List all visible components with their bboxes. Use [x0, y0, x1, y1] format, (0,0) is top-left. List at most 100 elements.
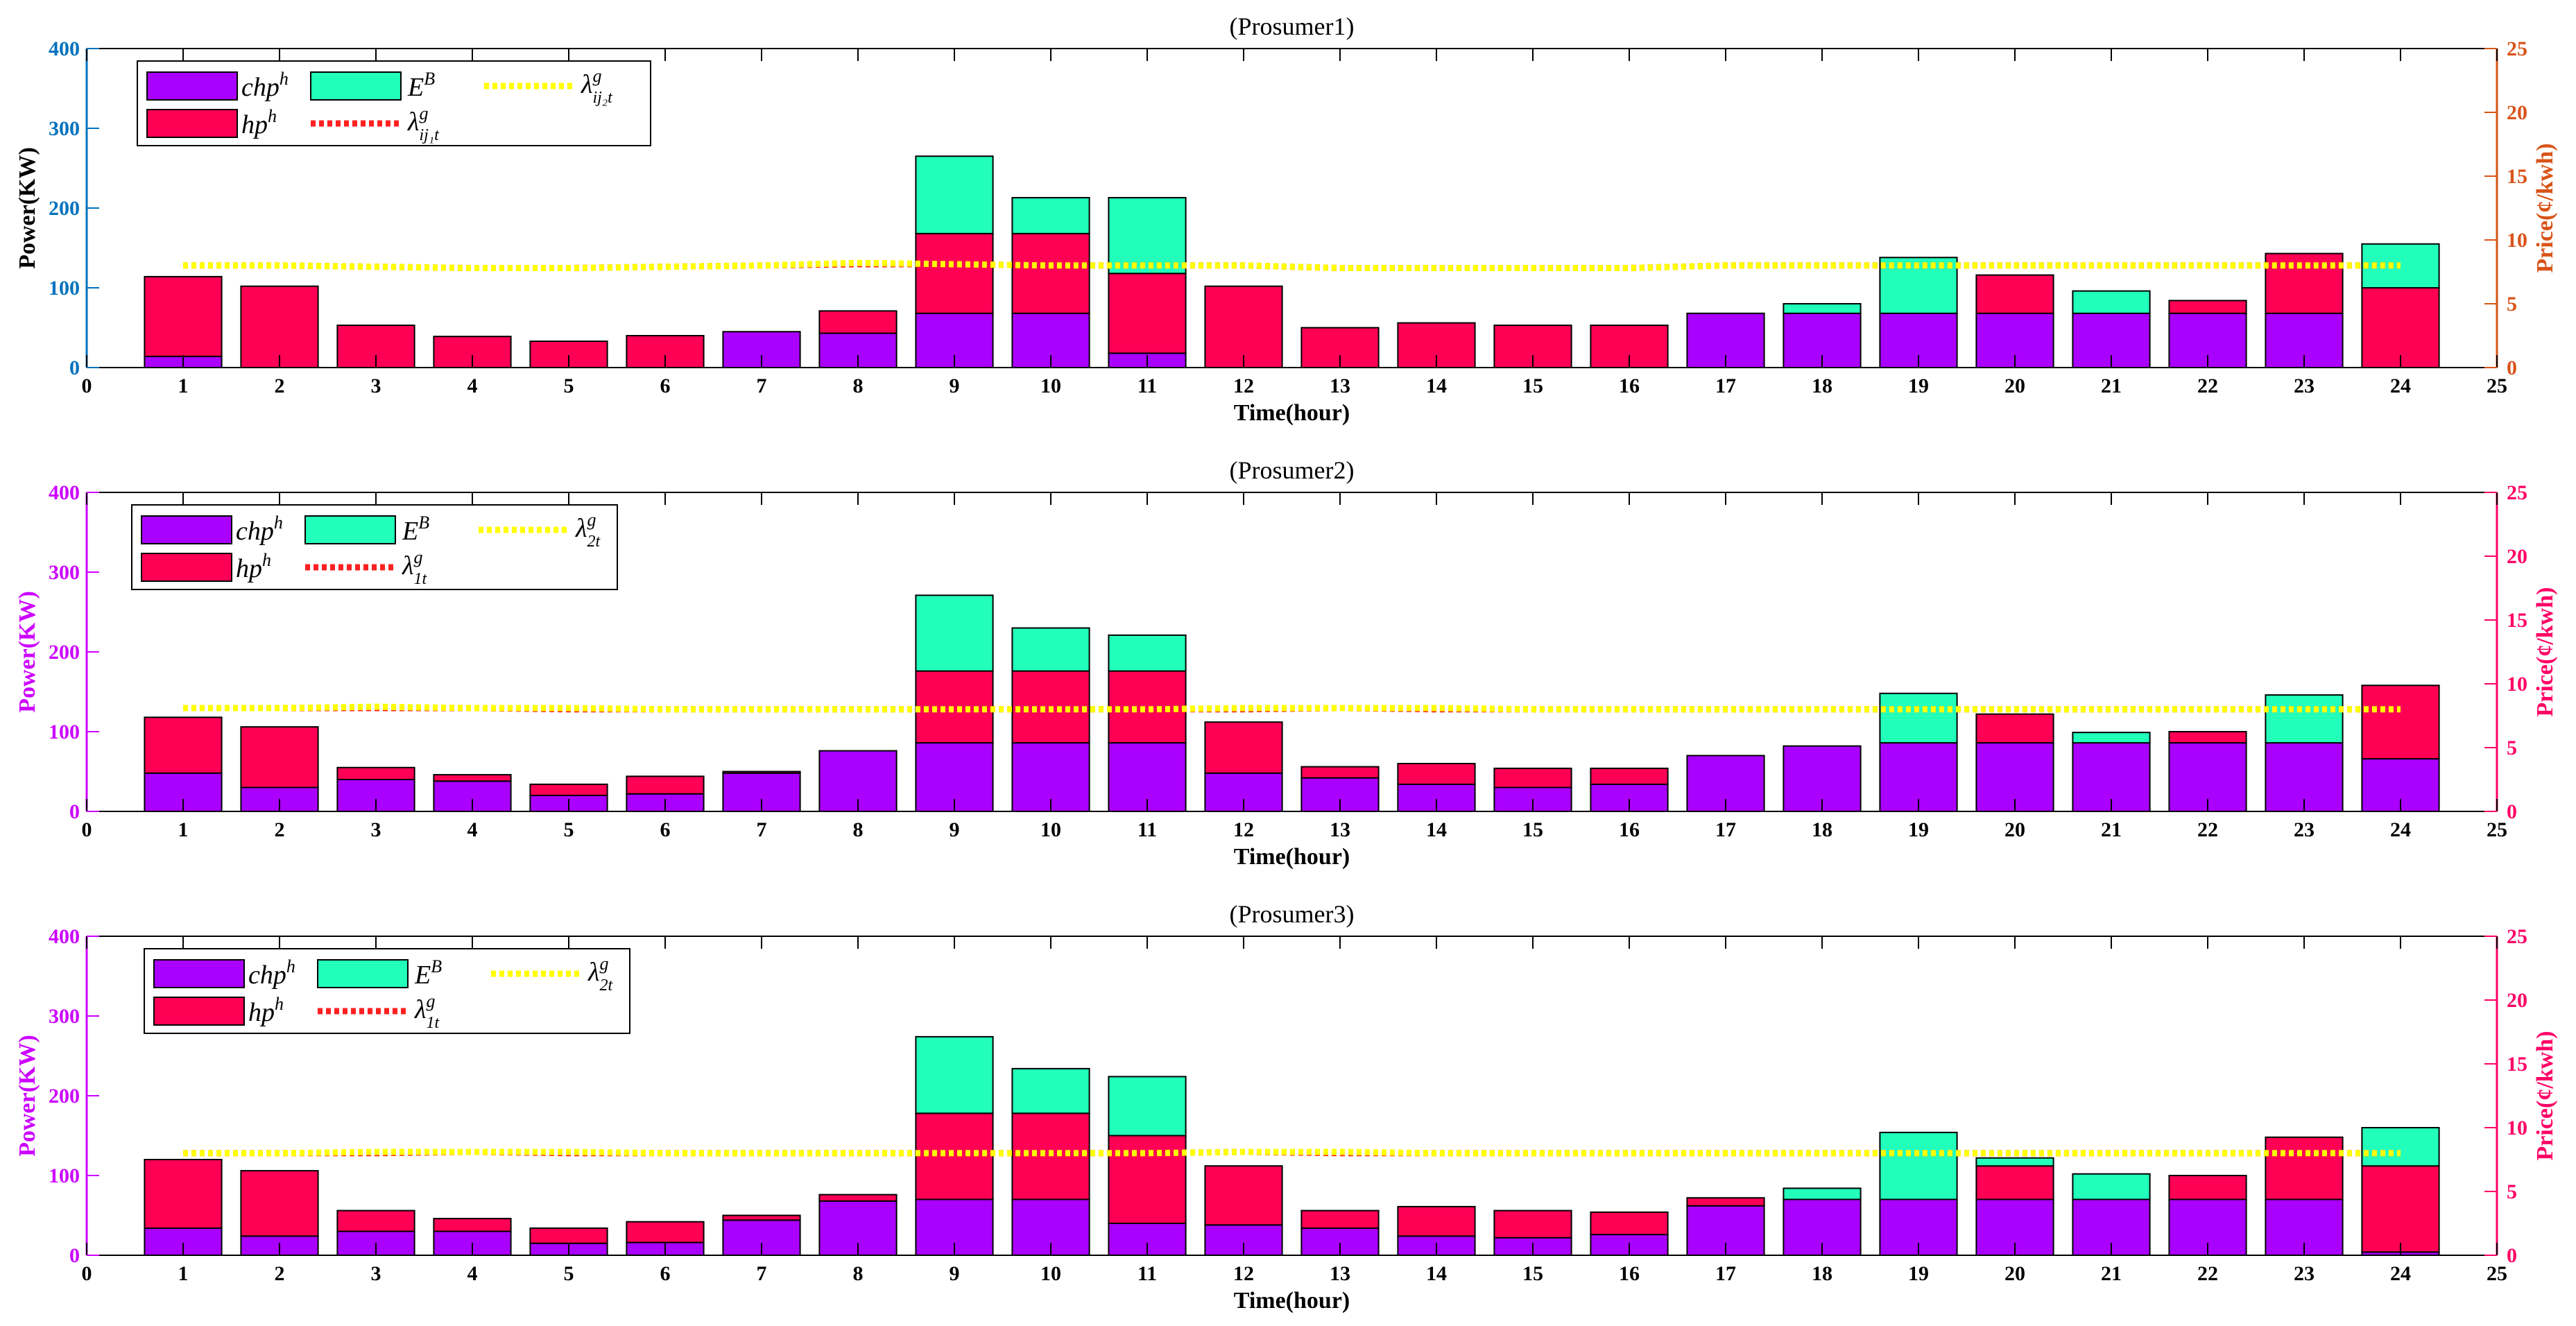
- legend-label-eb: EB: [407, 69, 435, 102]
- y-tick-label-400: 400: [49, 481, 80, 504]
- y2-tick-label-5: 5: [2507, 293, 2517, 316]
- panel-prosumer3: (Prosumer3)0 1 2 3 4 5 6 7 8 9 10 11 12 13 14 15 16 17 18 1…: [15, 900, 2558, 1314]
- x-tick-label-10: 10: [1040, 1262, 1061, 1285]
- y2-tick-label-10: 10: [2507, 673, 2527, 696]
- x-tick-label-2: 2: [275, 818, 285, 841]
- bar-E-24: [2361, 1127, 2440, 1167]
- x-tick-label-9: 9: [950, 1262, 960, 1285]
- bar-hp-14: [1397, 763, 1476, 785]
- bar-hp-15: [1493, 1209, 1572, 1239]
- x-tick-label-23: 23: [2294, 374, 2315, 397]
- y2-tick-label-15: 15: [2507, 165, 2527, 188]
- bar-hp-13: [1300, 1209, 1380, 1229]
- x-tick-label-24: 24: [2390, 818, 2411, 841]
- x-tick-label-12: 12: [1233, 374, 1254, 397]
- x-tick-label-22: 22: [2197, 818, 2218, 841]
- bar-hp-4: [433, 1218, 512, 1232]
- x-tick-label-4: 4: [467, 1262, 478, 1285]
- x-tick-label-14: 14: [1426, 1262, 1447, 1285]
- bar-E-18: [1783, 1187, 1862, 1200]
- bar-hp-5: [529, 783, 608, 797]
- legend-swatch-hp: [146, 109, 238, 138]
- x-tick-label-13: 13: [1330, 374, 1350, 397]
- bar-hp-1: [144, 1159, 223, 1229]
- bar-E-10: [1011, 627, 1090, 672]
- y2-axis-label: Price(¢/kwh): [2532, 587, 2558, 717]
- bar-E-9: [915, 594, 994, 672]
- bar-hp-2: [240, 1170, 319, 1237]
- bar-hp-20: [1975, 274, 2054, 314]
- x-tick-label-0: 0: [82, 818, 92, 841]
- x-tick-label-25: 25: [2487, 374, 2507, 397]
- y-axis-label: Power(KW): [15, 591, 40, 713]
- y-tick-label-0: 0: [69, 356, 80, 379]
- x-tick-label-16: 16: [1619, 374, 1640, 397]
- x-tick-label-13: 13: [1330, 818, 1350, 841]
- y-tick-label-100: 100: [49, 721, 80, 743]
- bar-hp-10: [1011, 232, 1090, 314]
- y-tick-label-0: 0: [69, 800, 80, 823]
- x-tick-label-10: 10: [1040, 374, 1061, 397]
- legend-label-hp: hph: [248, 994, 284, 1027]
- y2-tick-label-0: 0: [2507, 1244, 2517, 1267]
- bar-hp-13: [1300, 766, 1380, 779]
- legend-swatch-hp: [153, 997, 245, 1026]
- x-tick-label-22: 22: [2197, 374, 2218, 397]
- legend-label-price2: λg 2t: [587, 954, 613, 995]
- legend-label-chp: chph: [241, 69, 289, 102]
- bar-hp-2: [240, 726, 319, 789]
- x-tick-label-17: 17: [1715, 1262, 1736, 1285]
- bar-E-23: [2265, 694, 2344, 744]
- bar-hp-11: [1108, 1135, 1187, 1224]
- y-tick-label-100: 100: [49, 1164, 80, 1187]
- y2-tick-label-25: 25: [2507, 481, 2527, 504]
- x-tick-label-7: 7: [757, 1262, 767, 1285]
- bar-hp-5: [529, 1227, 608, 1244]
- x-tick-label-20: 20: [2004, 1262, 2025, 1285]
- x-tick-label-7: 7: [757, 374, 767, 397]
- bar-hp-22: [2168, 1175, 2247, 1200]
- bar-hp-22: [2168, 300, 2247, 314]
- bar-hp-24: [2361, 684, 2440, 760]
- x-tick-label-9: 9: [950, 374, 960, 397]
- x-tick-label-2: 2: [275, 1262, 285, 1285]
- x-tick-label-14: 14: [1426, 818, 1447, 841]
- x-tick-label-2: 2: [275, 374, 285, 397]
- x-tick-label-24: 24: [2390, 1262, 2411, 1285]
- x-tick-label-24: 24: [2390, 374, 2411, 397]
- x-tick-label-5: 5: [564, 374, 574, 397]
- y2-tick-label-25: 25: [2507, 37, 2527, 60]
- x-tick-label-1: 1: [178, 818, 189, 841]
- x-tick-label-23: 23: [2294, 1262, 2315, 1285]
- x-tick-label-3: 3: [371, 374, 381, 397]
- bar-E-20: [1975, 1157, 2054, 1167]
- y-axis-label: Power(KW): [15, 147, 40, 269]
- bar-hp-8: [818, 1194, 898, 1202]
- legend-label-eb: EB: [414, 956, 442, 990]
- x-tick-label-18: 18: [1812, 818, 1832, 841]
- legend-swatch-eb: [317, 959, 409, 988]
- x-tick-label-16: 16: [1619, 818, 1640, 841]
- price-line-2: [183, 1148, 2401, 1157]
- bar-hp-3: [336, 766, 415, 780]
- bar-hp-16: [1590, 767, 1669, 785]
- x-tick-label-5: 5: [564, 1262, 574, 1285]
- y-tick-label-200: 200: [49, 197, 80, 220]
- y2-tick-label-20: 20: [2507, 989, 2527, 1012]
- y2-axis-label: Price(¢/kwh): [2532, 144, 2558, 273]
- panel-title: (Prosumer3): [1230, 900, 1355, 928]
- x-tick-label-4: 4: [467, 818, 478, 841]
- legend-swatch-eb: [304, 515, 396, 544]
- bar-E-9: [915, 1035, 994, 1114]
- x-tick-label-21: 21: [2101, 1262, 2122, 1285]
- bar-E-21: [2072, 290, 2151, 314]
- y2-tick-label-15: 15: [2507, 609, 2527, 632]
- y-tick-label-100: 100: [49, 277, 80, 300]
- x-tick-label-8: 8: [853, 818, 864, 841]
- bar-hp-2: [240, 285, 319, 369]
- x-tick-label-19: 19: [1908, 818, 1929, 841]
- legend-label-price1: λg ij₁t: [407, 103, 440, 144]
- legend-swatch-chp: [153, 959, 245, 988]
- legend-swatch-eb: [310, 71, 402, 101]
